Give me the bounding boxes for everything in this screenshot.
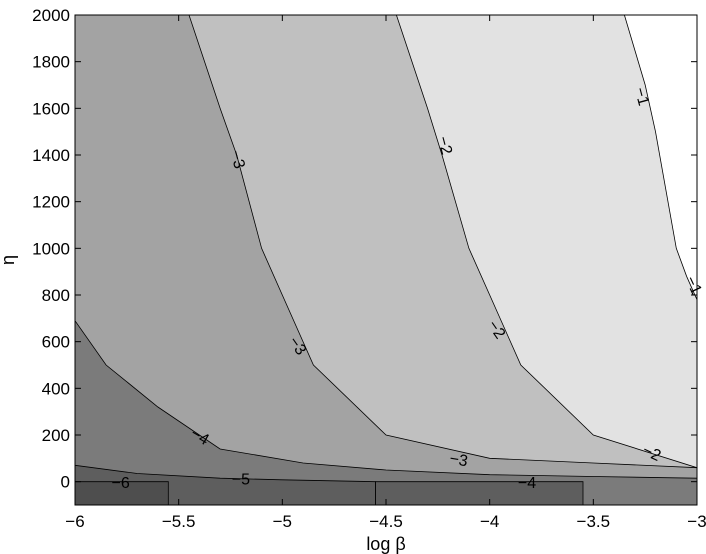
contour-label: −3 [448, 450, 469, 470]
y-axis: 0 200 400 600 800 1000 1200 1400 1600 1800 2000 [32, 6, 697, 492]
x-tick-label: −3.5 [577, 512, 611, 531]
contour-label: −4 [187, 425, 211, 449]
x-tick-label: −5 [273, 512, 292, 531]
x-tick-label: −5.5 [162, 512, 196, 531]
contour-line-level-2-5 [396, 15, 697, 469]
contour-label: −5 [232, 472, 250, 489]
y-tick-label: 400 [42, 379, 70, 398]
x-tick-label: −4 [480, 512, 499, 531]
contour-label: −2 [640, 442, 664, 465]
contour-label: −3 [226, 149, 247, 171]
fill-minus6-to-minus5-right [375, 481, 583, 505]
contour-line-level-6-0 [75, 481, 169, 505]
contour-label: −4 [518, 475, 536, 492]
y-tick-label: 600 [42, 333, 70, 352]
contour-label: −2 [434, 135, 455, 157]
contour-line-level-1-6 [624, 15, 697, 300]
contour-fills [75, 15, 697, 505]
x-tick-label: −6 [65, 512, 84, 531]
y-tick-label: 1800 [32, 53, 70, 72]
contour-label: −1 [631, 86, 652, 108]
y-tick-label: 1600 [32, 99, 70, 118]
contour-line-level-5-2 [375, 481, 584, 505]
y-tick-label: 800 [42, 286, 70, 305]
contour-label: −6 [111, 475, 129, 492]
contour-lines [75, 15, 697, 505]
x-tick-label: −3 [687, 512, 706, 531]
y-tick-label: 0 [61, 473, 70, 492]
fill-below-minus6 [75, 481, 169, 505]
x-axis-label: log β [366, 534, 405, 554]
x-axis: −6 −5.5 −5 −4.5 −4 −3.5 −3 [65, 15, 706, 531]
y-tick-label: 2000 [32, 6, 70, 25]
x-tick-label: −4.5 [369, 512, 403, 531]
fill-minus5-to-minus4 [75, 320, 697, 505]
y-axis-label: η [0, 255, 18, 265]
contour-line-level-3-4 [188, 15, 697, 469]
y-tick-label: 200 [42, 426, 70, 445]
y-tick-label: 1200 [32, 193, 70, 212]
contour-label: −1 [682, 274, 705, 298]
contour-line-level-4-3 [75, 320, 697, 479]
y-tick-label: 1000 [32, 239, 70, 258]
fill-minus4-to-minus3 [75, 15, 697, 505]
y-tick-label: 1400 [32, 146, 70, 165]
